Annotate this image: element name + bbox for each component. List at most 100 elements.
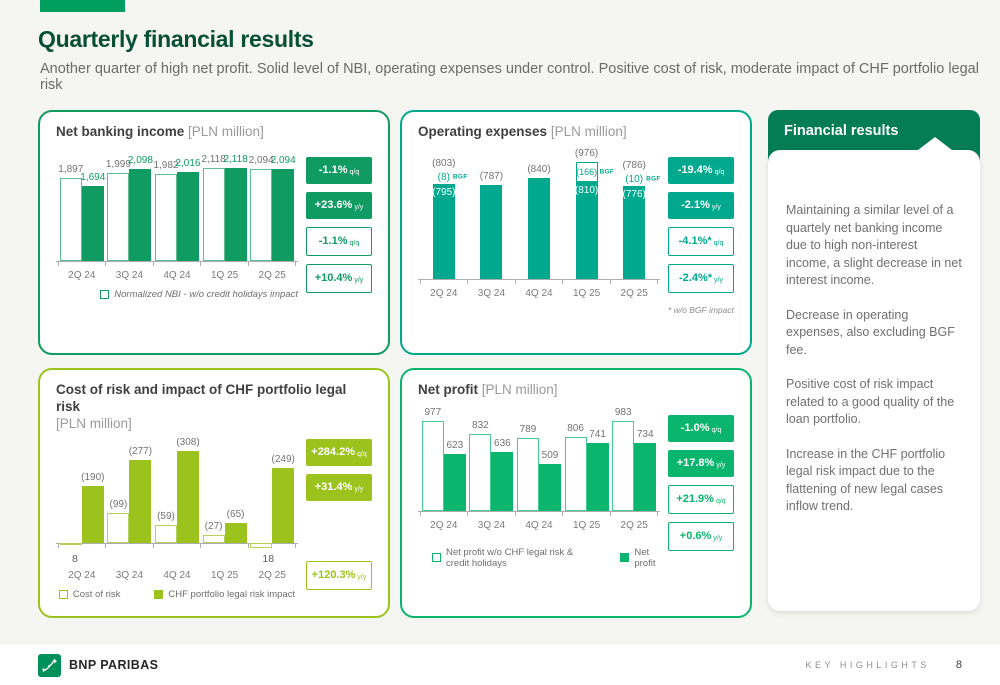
badge-value: +21.9% [676, 493, 714, 506]
bar [421, 420, 444, 511]
bar [224, 167, 247, 261]
section-label: KEY HIGHLIGHTS [805, 660, 930, 670]
bar-below-axis [250, 542, 273, 548]
bar-slot: 1,694 [80, 172, 106, 261]
category-label: 2Q 25 [258, 269, 286, 281]
panel-title: Net profit [PLN million] [418, 382, 734, 399]
axis-tick [58, 543, 107, 548]
bar-slot: 623 [443, 440, 466, 511]
bar-slot: (976) (166) BGF (810) [575, 148, 614, 279]
bar-slot: 2,016 [175, 158, 201, 261]
axis-tick [420, 511, 469, 516]
panel-title-unit: [PLN million] [188, 124, 264, 139]
bar-slot: (249) [271, 454, 295, 543]
bar [154, 524, 177, 543]
category-label: 1Q 25 [572, 287, 601, 299]
bar-value-label: 2,118 [201, 154, 226, 166]
bar [154, 173, 177, 261]
bar-value-label: 623 [446, 440, 464, 452]
bar-slot: (59) [154, 511, 177, 543]
bar-slot: 1,999 [105, 159, 131, 261]
bar-value-label: (249) [271, 454, 295, 466]
chart-plot: (803) (8) BGF (795) (787) (840) (976) (166) BGF(… [418, 145, 660, 279]
panel-title-unit: [PLN million] [550, 124, 627, 139]
change-badge: +0.6% y/y [668, 521, 734, 551]
bar-group: 1,897 1,694 [58, 145, 106, 261]
bar-value-label: 977 [424, 407, 442, 419]
badge-value: +284.2% [311, 446, 355, 459]
net-profit-chart: 977 623 832 636 789 509 806 741 983 734 2Q 24 3Q 24… [418, 403, 660, 531]
bar-value-label: 983 [614, 407, 632, 419]
change-badge: -1.1% q/q [306, 226, 372, 256]
bar-group: (190) [58, 437, 106, 545]
bar-group: 2,118 2,118 [201, 145, 249, 261]
axis-tick [201, 543, 249, 548]
badge-value: +10.4% [314, 272, 353, 285]
panel-title: Net banking income [PLN million] [56, 124, 372, 141]
bar-total-label: (803) [432, 158, 456, 170]
category-label: 2Q 24 [68, 269, 96, 281]
panel-title: Cost of risk and impact of CHF portfolio… [56, 382, 372, 433]
badge-value: +23.6% [314, 199, 353, 212]
bar-value-label: 832 [472, 420, 489, 432]
bar-slot: 2,094 [248, 155, 274, 261]
bar [469, 433, 492, 511]
bnp-paribas-logo [38, 653, 61, 677]
bar-value-label: 1,999 [105, 159, 131, 171]
axis-tick [516, 279, 564, 284]
bar-group: 1,999 2,098 [106, 145, 154, 261]
badge-period: q/q [357, 450, 367, 458]
bar [107, 172, 130, 261]
bar-group: 1,982 2,016 [153, 145, 201, 261]
bar-slot: 2,098 [128, 155, 153, 261]
panel-title-unit: [PLN million] [481, 382, 558, 397]
badge-value: -1.1% [318, 164, 348, 177]
axis-tick [106, 261, 154, 266]
bgf-label: (10) BGF [625, 173, 661, 185]
bar-group: (27) (65) [201, 437, 249, 543]
axis-tick [154, 261, 202, 266]
bar-slot: 1,897 [58, 164, 84, 261]
bar-value-label: 2,094 [248, 155, 274, 167]
brand-block: BNP PARIBAS [38, 653, 158, 677]
badge-period: q/q [349, 168, 360, 176]
panel-title-text: Net profit [418, 382, 478, 397]
bar [491, 451, 514, 511]
category-label: 4Q 24 [525, 287, 553, 299]
axis-tick [563, 279, 611, 284]
category-label: 4Q 24 [163, 269, 191, 281]
bar-group: 789 509 [515, 403, 563, 511]
category-label: 4Q 24 [163, 569, 191, 581]
bar-value-label: 741 [589, 429, 606, 441]
bar-value-label: 806 [567, 423, 584, 435]
cost-of-risk-chart: (190) (99) (277) (59) (308) (27) (65) (249) 8 18 2… [56, 437, 298, 581]
legend-swatch [58, 589, 68, 599]
legend-swatch [154, 589, 164, 599]
bar-value-label: 1,897 [58, 164, 84, 176]
bar-slot: (786) (10) BGF (776) [623, 160, 661, 279]
bar-group: 2,094 2,094 [248, 145, 296, 261]
badge-value: -1.0% [680, 422, 710, 435]
page-subtitle: Another quarter of high net profit. Soli… [40, 61, 979, 93]
category-label: 3Q 24 [477, 519, 506, 531]
bar [176, 450, 199, 543]
bar [634, 442, 657, 511]
badge-value: -2.4%* [679, 272, 713, 285]
chart-axis [56, 260, 298, 266]
bar-slot: (803) (8) BGF (795) [432, 158, 467, 279]
bar-group: (840) [515, 145, 563, 279]
bar-value-label: (59) [157, 511, 175, 523]
bar [176, 171, 199, 261]
legend-item: CHF portfolio legal risk impact [154, 589, 295, 600]
nbi-badges: -1.1% q/q +23.6% y/y -1.1% q/q +10.4% y/y [306, 156, 372, 293]
legend-label: Normalized NBI - w/o credit holidays imp… [114, 288, 298, 300]
bar-value-label: 636 [494, 438, 511, 450]
bar-slot: (99) [107, 499, 130, 543]
axis-tick [468, 511, 516, 516]
bar [612, 420, 635, 511]
bar-group: (99) (277) [106, 437, 154, 543]
axis-tick [516, 511, 564, 516]
badge-period: y/y [354, 485, 364, 493]
bar-value-label: 1,694 [80, 172, 106, 184]
badge-value: +31.4% [314, 481, 353, 494]
